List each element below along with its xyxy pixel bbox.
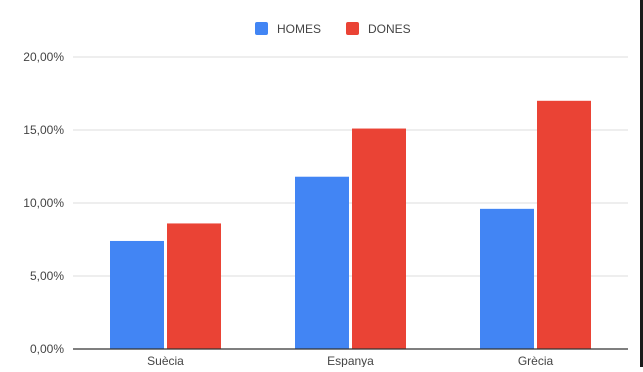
y-tick-label: 20,00% xyxy=(23,50,64,64)
x-tick-label: Suècia xyxy=(147,354,184,367)
x-tick-label: Grècia xyxy=(518,354,554,367)
legend-label-dones: DONES xyxy=(368,22,411,36)
y-tick-label: 10,00% xyxy=(23,196,64,210)
y-tick-label: 0,00% xyxy=(30,342,64,356)
legend: HOMES DONES xyxy=(255,22,411,36)
gridlines xyxy=(73,56,628,277)
bar-homes-0 xyxy=(110,240,164,349)
bar-dones-1 xyxy=(352,128,406,349)
bars xyxy=(110,100,591,349)
bar-homes-2 xyxy=(480,208,534,349)
bar-dones-2 xyxy=(537,100,591,349)
x-tick-label: Espanya xyxy=(327,354,374,367)
chart-border-right xyxy=(640,0,643,367)
bar-dones-0 xyxy=(167,223,221,349)
bar-homes-1 xyxy=(295,176,349,349)
y-tick-label: 15,00% xyxy=(23,123,64,137)
y-axis-tick-labels: 0,00% 5,00% 10,00% 15,00% 20,00% xyxy=(23,50,64,356)
y-tick-label: 5,00% xyxy=(30,269,64,283)
legend-swatch-homes xyxy=(255,22,268,35)
legend-swatch-dones xyxy=(346,22,359,35)
x-axis-tick-labels: Suècia Espanya Grècia xyxy=(147,354,554,368)
legend-label-homes: HOMES xyxy=(277,22,321,36)
